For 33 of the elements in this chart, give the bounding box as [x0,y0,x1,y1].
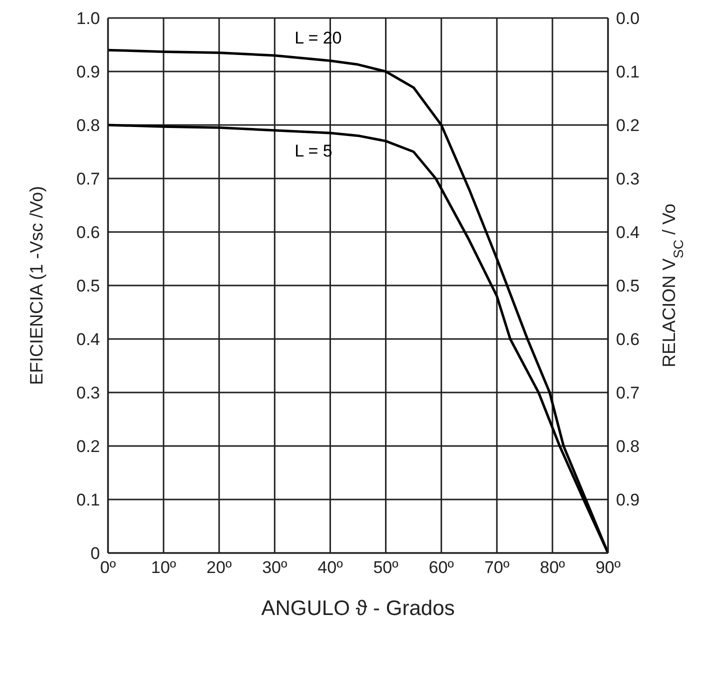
y2-tick-label: 0.1 [616,62,640,82]
x-tick-label: 50º [373,558,398,578]
y2-tick-label: 0.7 [616,384,640,403]
x-tick-label: 60º [428,558,454,578]
x-tick-label: 90º [595,558,621,578]
x-axis-title: ANGULO ϑ - Grados [261,597,455,620]
y-tick-label: 0.8 [76,116,100,136]
y2-tick-label: 0.8 [616,437,640,456]
y2-tick-label: 0.9 [616,490,640,510]
x-tick-label: 20º [206,558,232,578]
x-tick-label: 0º [100,558,116,578]
y-tick-label: 0.1 [76,490,100,510]
y-tick-label: 0.4 [76,330,100,350]
y-tick-label: 0 [90,544,100,564]
x-tick-label: 40º [318,558,343,578]
y-tick-label: 0.7 [76,170,100,189]
y2-tick-label: 0.0 [616,9,640,28]
y2-tick-label: 0.4 [616,223,640,242]
y2-tick-label: 0.5 [616,276,640,296]
x-tick-label: 80º [540,558,566,578]
x-tick-label: 30º [262,558,288,578]
y-tick-label: 0.6 [76,223,100,242]
y2-tick-label: 0.6 [616,330,640,350]
x-tick-label: 10º [150,558,176,578]
y2-tick-label: 0.3 [616,170,640,189]
y-tick-label: 0.9 [76,62,100,82]
y-tick-label: 0.3 [76,384,100,403]
y-tick-label: 0.2 [76,437,100,456]
y-axis-title: EFICIENCIA (1 -Vsc /Vo) [26,186,46,386]
x-tick-label: 70º [484,558,510,578]
y2-tick-label: 0.2 [616,116,640,136]
y-tick-label: 0.5 [76,276,100,296]
y-tick-label: 1.0 [76,9,100,28]
